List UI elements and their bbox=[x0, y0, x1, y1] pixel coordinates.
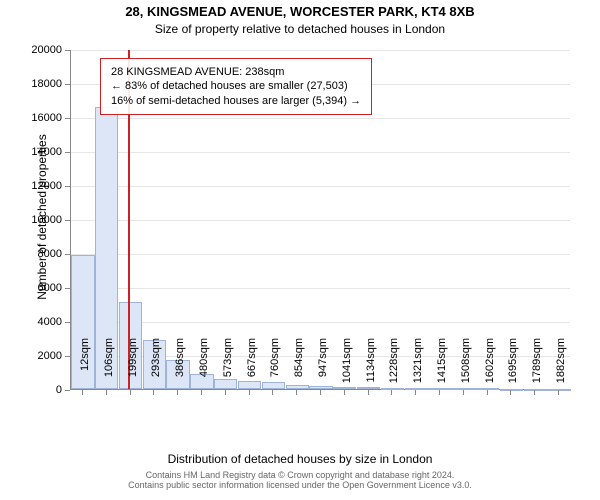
x-tick-mark bbox=[320, 390, 321, 395]
x-tick-label: 1882sqm bbox=[555, 338, 567, 398]
gridline bbox=[71, 254, 570, 255]
x-tick-mark bbox=[130, 390, 131, 395]
x-tick-label: 1228sqm bbox=[388, 338, 400, 398]
x-tick-mark bbox=[82, 390, 83, 395]
chart-container: 28, KINGSMEAD AVENUE, WORCESTER PARK, KT… bbox=[0, 0, 600, 500]
y-tick-mark bbox=[65, 322, 70, 323]
x-tick-mark bbox=[344, 390, 345, 395]
x-tick-mark bbox=[391, 390, 392, 395]
y-tick-label: 16000 bbox=[31, 112, 62, 124]
x-tick-label: 293sqm bbox=[150, 338, 162, 398]
x-tick-label: 573sqm bbox=[222, 338, 234, 398]
y-tick-label: 2000 bbox=[38, 350, 62, 362]
x-tick-mark bbox=[177, 390, 178, 395]
chart-title: 28, KINGSMEAD AVENUE, WORCESTER PARK, KT… bbox=[0, 4, 600, 19]
y-tick-label: 0 bbox=[56, 384, 62, 396]
x-tick-mark bbox=[368, 390, 369, 395]
x-tick-label: 760sqm bbox=[269, 338, 281, 398]
y-tick-mark bbox=[65, 186, 70, 187]
y-tick-mark bbox=[65, 220, 70, 221]
x-tick-mark bbox=[201, 390, 202, 395]
y-tick-label: 4000 bbox=[38, 316, 62, 328]
x-axis-label: Distribution of detached houses by size … bbox=[0, 452, 600, 466]
footer-line-2: Contains public sector information licen… bbox=[0, 480, 600, 490]
y-tick-label: 12000 bbox=[31, 180, 62, 192]
gridline bbox=[71, 50, 570, 51]
x-tick-label: 1695sqm bbox=[507, 338, 519, 398]
x-tick-label: 386sqm bbox=[174, 338, 186, 398]
x-tick-label: 1041sqm bbox=[341, 338, 353, 398]
y-tick-mark bbox=[65, 118, 70, 119]
footer-line-1: Contains HM Land Registry data © Crown c… bbox=[0, 470, 600, 480]
x-tick-label: 1134sqm bbox=[365, 338, 377, 398]
x-tick-label: 1602sqm bbox=[484, 338, 496, 398]
x-tick-mark bbox=[510, 390, 511, 395]
x-tick-mark bbox=[463, 390, 464, 395]
x-tick-mark bbox=[415, 390, 416, 395]
y-tick-mark bbox=[65, 288, 70, 289]
footer-credits: Contains HM Land Registry data © Crown c… bbox=[0, 470, 600, 490]
y-tick-label: 8000 bbox=[38, 248, 62, 260]
y-tick-mark bbox=[65, 390, 70, 391]
x-tick-label: 667sqm bbox=[246, 338, 258, 398]
gridline bbox=[71, 322, 570, 323]
x-tick-mark bbox=[534, 390, 535, 395]
x-tick-label: 106sqm bbox=[103, 338, 115, 398]
y-tick-label: 20000 bbox=[31, 44, 62, 56]
x-tick-mark bbox=[249, 390, 250, 395]
x-tick-mark bbox=[487, 390, 488, 395]
gridline bbox=[71, 152, 570, 153]
x-tick-label: 199sqm bbox=[127, 338, 139, 398]
gridline bbox=[71, 220, 570, 221]
x-tick-mark bbox=[296, 390, 297, 395]
y-tick-mark bbox=[65, 84, 70, 85]
x-tick-mark bbox=[272, 390, 273, 395]
x-tick-label: 1415sqm bbox=[436, 338, 448, 398]
gridline bbox=[71, 288, 570, 289]
x-tick-mark bbox=[153, 390, 154, 395]
y-tick-label: 14000 bbox=[31, 146, 62, 158]
y-tick-label: 10000 bbox=[31, 214, 62, 226]
annotation-box: 28 KINGSMEAD AVENUE: 238sqm ← 83% of det… bbox=[100, 58, 372, 115]
y-tick-label: 18000 bbox=[31, 78, 62, 90]
x-tick-label: 854sqm bbox=[293, 338, 305, 398]
y-tick-mark bbox=[65, 356, 70, 357]
y-tick-mark bbox=[65, 152, 70, 153]
y-tick-mark bbox=[65, 50, 70, 51]
chart-subtitle: Size of property relative to detached ho… bbox=[0, 22, 600, 36]
annotation-line-2: ← 83% of detached houses are smaller (27… bbox=[111, 79, 361, 93]
gridline bbox=[71, 118, 570, 119]
x-tick-label: 1321sqm bbox=[412, 338, 424, 398]
x-tick-mark bbox=[439, 390, 440, 395]
annotation-line-3: 16% of semi-detached houses are larger (… bbox=[111, 94, 361, 108]
x-tick-mark bbox=[106, 390, 107, 395]
x-tick-label: 1508sqm bbox=[460, 338, 472, 398]
annotation-line-1: 28 KINGSMEAD AVENUE: 238sqm bbox=[111, 65, 361, 79]
y-tick-label: 6000 bbox=[38, 282, 62, 294]
x-tick-mark bbox=[558, 390, 559, 395]
x-tick-label: 947sqm bbox=[317, 338, 329, 398]
y-tick-mark bbox=[65, 254, 70, 255]
x-tick-label: 1789sqm bbox=[531, 338, 543, 398]
x-tick-mark bbox=[225, 390, 226, 395]
gridline bbox=[71, 186, 570, 187]
x-tick-label: 12sqm bbox=[79, 338, 91, 398]
x-tick-label: 480sqm bbox=[198, 338, 210, 398]
